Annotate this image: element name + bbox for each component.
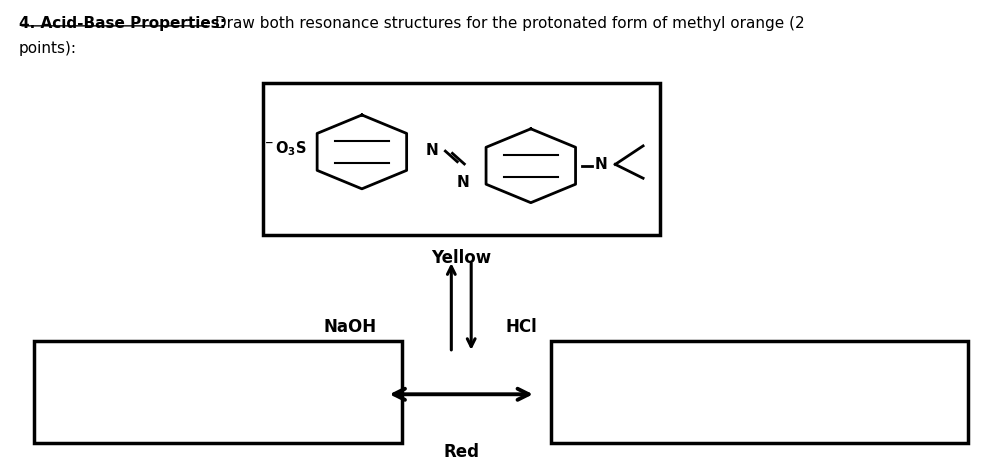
Text: HCl: HCl [506,318,538,337]
Text: Draw both resonance structures for the protonated form of methyl orange (2: Draw both resonance structures for the p… [209,16,805,31]
Bar [34,341,402,443]
Bar [551,341,968,443]
Text: N: N [426,143,438,158]
Text: Red: Red [443,443,479,461]
Text: Yellow: Yellow [431,249,491,267]
Text: points):: points): [19,41,77,56]
Text: 4. Acid-Base Properties:: 4. Acid-Base Properties: [19,16,226,31]
Text: NaOH: NaOH [324,318,377,337]
Text: N: N [594,157,607,172]
Bar [263,83,660,235]
Text: N: N [457,175,469,190]
Text: $\mathregular{^-O_3S}$: $\mathregular{^-O_3S}$ [263,139,308,157]
